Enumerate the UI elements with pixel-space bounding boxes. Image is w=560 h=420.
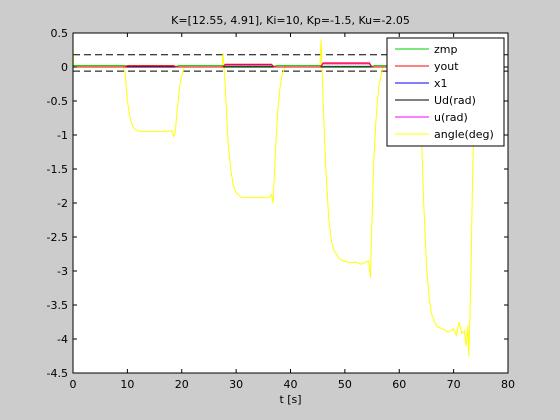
x-tick-label: 60 [392, 378, 406, 391]
y-tick-label: -2.5 [47, 231, 68, 244]
series-line-angle [72, 39, 475, 357]
x-tick-label: 40 [284, 378, 298, 391]
x-tick-label: 80 [501, 378, 515, 391]
legend-label-x1: x1 [434, 77, 448, 90]
legend-label-ud: Ud(rad) [434, 94, 476, 107]
y-tick-label: -0.5 [47, 95, 68, 108]
legend-label-yout: yout [434, 60, 459, 73]
legend-label-angle: angle(deg) [434, 128, 494, 141]
x-tick-label: 30 [229, 378, 243, 391]
legend-label-zmp: zmp [434, 43, 457, 56]
x-tick-label: 70 [447, 378, 461, 391]
y-tick-label: 0 [61, 61, 68, 74]
legend-box [386, 37, 505, 147]
y-tick-label: -4.5 [47, 367, 68, 380]
legend-label-u: u(rad) [434, 111, 468, 124]
y-tick-label: -3.5 [47, 299, 68, 312]
y-tick-label: -3 [57, 265, 68, 278]
x-axis-label: t [s] [279, 393, 301, 406]
x-tick-label: 50 [338, 378, 352, 391]
x-tick-label: 0 [70, 378, 77, 391]
y-tick-label: -2 [57, 197, 68, 210]
y-tick-label: -1 [57, 129, 68, 142]
chart-title: K=[12.55, 4.91], Ki=10, Kp=-1.5, Ku=-2.0… [171, 14, 410, 27]
y-tick-label: 0.5 [51, 27, 69, 40]
x-tick-label: 20 [175, 378, 189, 391]
x-tick-label: 10 [120, 378, 134, 391]
y-tick-label: -4 [57, 333, 68, 346]
legend: zmp yout x1 Ud(rad) u(rad) angle(deg) [386, 37, 505, 147]
ticks-layer: 0 10 20 30 40 50 60 70 80 0.5 0 -0.5 -1 -1.5 -2 -2.5 -3 -… [47, 27, 515, 391]
y-tick-label: -1.5 [47, 163, 68, 176]
